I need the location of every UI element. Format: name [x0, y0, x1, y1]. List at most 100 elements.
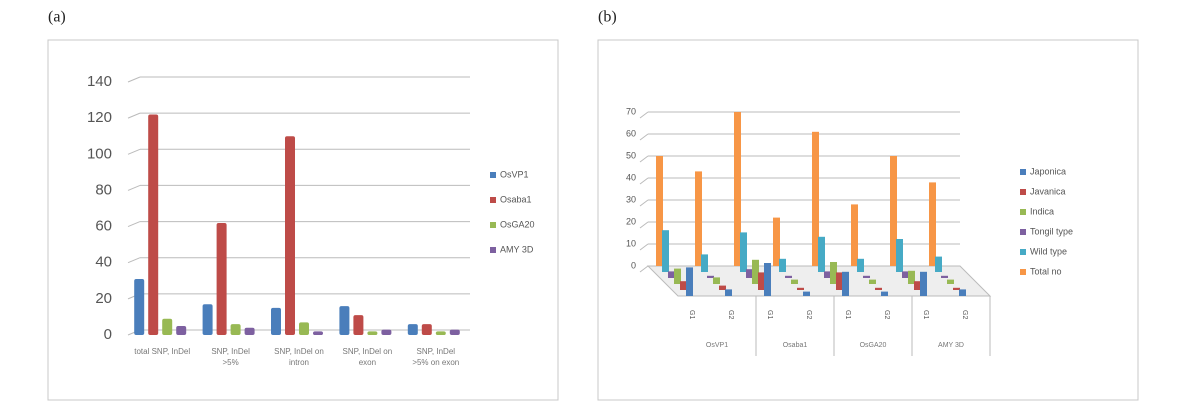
bar — [869, 279, 876, 284]
grid-line — [127, 257, 141, 264]
legend-label: Wild type — [1030, 246, 1067, 256]
bar — [857, 258, 864, 272]
bar — [230, 324, 241, 335]
bar — [902, 271, 909, 278]
legend-swatch — [1020, 189, 1026, 195]
bar — [176, 325, 187, 335]
bar — [435, 331, 446, 335]
bar — [421, 324, 432, 335]
x-tick-label: G1 — [844, 310, 851, 319]
x-tick-label: total SNP, InDel — [134, 347, 191, 356]
bar — [830, 262, 837, 284]
x-tick-label: G2 — [961, 310, 968, 319]
group-label: AMY 3D — [938, 342, 964, 349]
bar — [367, 331, 378, 335]
bar — [216, 222, 227, 335]
grid-line — [127, 148, 141, 155]
bar — [725, 289, 732, 296]
legend-swatch — [1020, 269, 1026, 275]
x-tick-label: G1 — [766, 310, 773, 319]
legend-label: AMY 3D — [500, 244, 534, 254]
grid-line — [127, 184, 141, 191]
bar — [339, 306, 350, 335]
x-tick-label: SNP, InDel on exon — [342, 347, 393, 367]
grid-line — [639, 243, 649, 251]
y-tick-label: 20 — [95, 290, 112, 307]
grid-line — [639, 265, 649, 273]
bar — [701, 254, 708, 272]
bar — [713, 277, 720, 284]
bar — [686, 267, 693, 296]
y-tick-label: 0 — [631, 260, 636, 270]
grid-line — [639, 133, 649, 141]
bar — [773, 217, 780, 266]
legend-swatch — [490, 197, 496, 203]
legend-label: OsVP1 — [500, 169, 529, 179]
bar — [881, 291, 888, 296]
bar — [662, 230, 669, 272]
bar — [758, 272, 765, 290]
legend-swatch — [1020, 229, 1026, 235]
x-tick-label: G1 — [922, 310, 929, 319]
bar — [668, 271, 675, 278]
bar — [407, 324, 418, 335]
grid-line — [127, 76, 141, 83]
bar — [695, 171, 702, 266]
y-tick-label: 100 — [87, 145, 112, 162]
bar — [719, 285, 726, 290]
panel-frame — [597, 39, 1139, 401]
bar — [734, 112, 741, 266]
bar — [791, 279, 798, 284]
x-tick-label: G1 — [688, 310, 695, 319]
bar — [746, 269, 753, 278]
bar — [449, 329, 460, 335]
bar — [851, 204, 858, 266]
bar — [890, 156, 897, 266]
bar — [914, 281, 921, 290]
bar — [929, 182, 936, 266]
bar — [707, 275, 714, 278]
legend-label: OsGA20 — [500, 219, 535, 229]
y-tick-label: 10 — [626, 238, 636, 248]
grid-line — [639, 177, 649, 185]
y-tick-label: 70 — [626, 106, 636, 116]
bar — [285, 136, 295, 335]
bar — [148, 114, 159, 336]
bar — [674, 268, 681, 284]
legend-label: Japonica — [1030, 166, 1066, 176]
bar — [812, 131, 819, 266]
bar — [896, 239, 903, 272]
legend-label: Total no — [1030, 266, 1062, 276]
bar — [836, 272, 843, 290]
legend-swatch — [1020, 249, 1026, 255]
x-tick-label: G2 — [727, 310, 734, 319]
y-tick-label: 60 — [626, 128, 636, 138]
bar — [908, 270, 915, 284]
x-tick-label: SNP, InDel >5% on exon — [412, 347, 460, 367]
bar — [134, 278, 145, 335]
grid-line — [639, 155, 649, 163]
bar — [953, 287, 960, 290]
y-tick-label: 60 — [95, 218, 112, 235]
grid-line — [127, 112, 141, 119]
x-tick-label: SNP, InDel on intron — [274, 347, 324, 367]
group-label: OsVP1 — [705, 342, 729, 349]
y-tick-label: 0 — [104, 326, 112, 343]
bar — [935, 256, 942, 272]
y-tick-label: 30 — [626, 194, 636, 204]
bar — [202, 304, 213, 335]
bar — [740, 232, 747, 272]
y-tick-label: 40 — [626, 172, 636, 182]
grid-line — [127, 221, 141, 228]
bar — [764, 263, 771, 296]
y-tick-label: 20 — [626, 216, 636, 226]
bar — [875, 287, 882, 290]
bar — [797, 287, 804, 290]
bar — [818, 236, 825, 272]
bar — [752, 259, 759, 284]
bar — [842, 271, 849, 296]
x-tick-label: SNP, InDel >5% — [211, 347, 250, 367]
legend-label: Osaba1 — [500, 194, 532, 204]
